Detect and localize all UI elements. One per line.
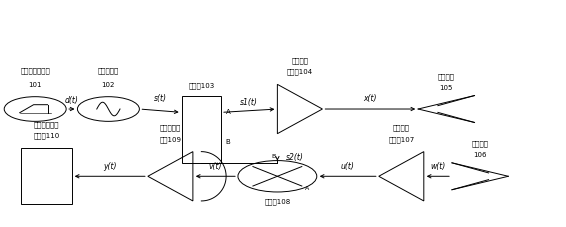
Text: 处理器110: 处理器110	[33, 133, 59, 139]
Bar	[182, 96, 221, 163]
Text: 101: 101	[28, 82, 42, 88]
Text: 接收天线: 接收天线	[471, 141, 488, 147]
Text: x(t): x(t)	[363, 94, 377, 104]
Text: s2(t): s2(t)	[286, 153, 304, 162]
Text: B: B	[271, 154, 276, 159]
Text: 射频接收: 射频接收	[393, 125, 410, 131]
Text: B: B	[226, 138, 230, 145]
Bar	[21, 148, 72, 204]
Text: 软件定义信号源: 软件定义信号源	[20, 68, 50, 74]
Text: 105: 105	[440, 85, 453, 91]
Text: 功分器103: 功分器103	[188, 82, 215, 89]
Text: s1(t): s1(t)	[241, 98, 258, 107]
Text: 放大器104: 放大器104	[287, 69, 313, 75]
Text: w(t): w(t)	[430, 162, 445, 171]
Text: 基带信号调: 基带信号调	[160, 125, 181, 131]
Text: 102: 102	[102, 82, 115, 88]
Text: u(t): u(t)	[341, 162, 355, 171]
Text: 射频发射: 射频发射	[291, 58, 308, 64]
Text: 106: 106	[473, 152, 487, 158]
Text: A: A	[226, 109, 230, 115]
Text: s(t): s(t)	[154, 94, 167, 104]
Text: 压控振荡器: 压控振荡器	[98, 68, 119, 74]
Text: 混频器108: 混频器108	[264, 199, 290, 205]
Text: 理器109: 理器109	[160, 136, 181, 143]
Text: y(t): y(t)	[103, 162, 117, 171]
Text: v(t): v(t)	[209, 162, 222, 171]
Text: d(t): d(t)	[65, 96, 79, 104]
Text: 发射天线: 发射天线	[438, 73, 455, 80]
Text: 软件定义信号: 软件定义信号	[34, 121, 59, 128]
Text: 放大器107: 放大器107	[388, 136, 414, 143]
Text: A: A	[305, 185, 309, 190]
